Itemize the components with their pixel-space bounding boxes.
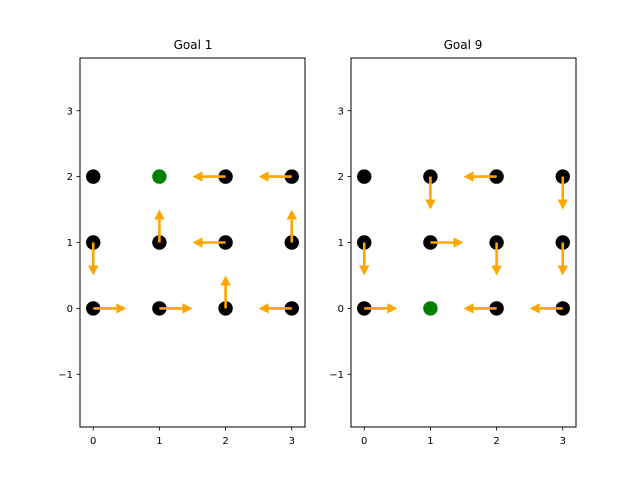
arrow-head — [425, 199, 436, 210]
arrow-head — [88, 265, 99, 276]
subplot-title: Goal 1 — [174, 38, 213, 52]
arrow-head — [491, 265, 502, 276]
plot-area — [86, 169, 299, 316]
x-tick-label: 0 — [361, 436, 367, 447]
subplot-goal-1: Goal 1 0 1 2 3 −1 0 1 2 3 — [58, 38, 306, 447]
arrow-head — [258, 303, 269, 314]
policy-arrow — [491, 242, 502, 276]
y-tick-label: 0 — [67, 304, 73, 315]
arrow-head — [192, 237, 203, 248]
arrow-head — [557, 199, 568, 210]
y-tick-label: −1 — [329, 370, 344, 381]
x-tick-label: 0 — [90, 436, 96, 447]
axis-ticks: 0 1 2 3 −1 0 1 2 3 — [329, 106, 566, 447]
arrow-head — [387, 303, 398, 314]
arrow-head — [557, 265, 568, 276]
policy-arrow — [154, 209, 165, 243]
x-tick-label: 1 — [427, 436, 433, 447]
policy-arrow — [159, 303, 193, 314]
goal-state-marker — [423, 301, 438, 316]
state-marker — [423, 235, 438, 250]
policy-arrow — [557, 242, 568, 276]
arrow-head — [192, 171, 203, 182]
arrow-head — [258, 171, 269, 182]
x-tick-label: 3 — [289, 436, 295, 447]
axis-ticks: 0 1 2 3 −1 0 1 2 3 — [58, 106, 295, 447]
y-tick-label: 2 — [338, 172, 344, 183]
policy-arrow — [258, 303, 292, 314]
policy-arrow — [93, 303, 127, 314]
x-tick-label: 2 — [222, 436, 228, 447]
x-tick-label: 3 — [560, 436, 566, 447]
arrow-head — [359, 265, 370, 276]
arrow-head — [463, 303, 474, 314]
plot-area — [357, 169, 570, 316]
x-tick-label: 1 — [156, 436, 162, 447]
arrow-head — [463, 171, 474, 182]
state-marker — [86, 169, 101, 184]
policy-arrow — [359, 242, 370, 276]
arrow-head — [529, 303, 540, 314]
policy-arrow — [192, 171, 226, 182]
policy-arrow — [463, 171, 497, 182]
policy-arrow — [425, 176, 436, 210]
policy-arrow — [192, 237, 226, 248]
arrow-head — [182, 303, 193, 314]
y-tick-label: −1 — [58, 370, 73, 381]
policy-arrow — [286, 209, 297, 243]
y-tick-label: 1 — [338, 238, 344, 249]
arrow-head — [220, 275, 231, 286]
policy-arrow — [557, 176, 568, 210]
arrow-head — [154, 209, 165, 220]
policy-arrow — [258, 171, 292, 182]
y-tick-label: 3 — [338, 106, 344, 117]
policy-arrow — [220, 275, 231, 309]
policy-arrow — [364, 303, 398, 314]
arrow-head — [116, 303, 127, 314]
y-tick-label: 0 — [338, 304, 344, 315]
subplot-goal-9: Goal 9 0 1 2 3 −1 0 1 2 3 — [329, 38, 577, 447]
policy-arrow — [88, 242, 99, 276]
y-tick-label: 3 — [67, 106, 73, 117]
x-tick-label: 2 — [493, 436, 499, 447]
policy-arrow — [463, 303, 497, 314]
policy-arrow — [529, 303, 563, 314]
arrow-head — [453, 237, 464, 248]
goal-state-marker — [152, 169, 167, 184]
policy-arrow — [430, 237, 464, 248]
y-tick-label: 2 — [67, 172, 73, 183]
state-marker — [357, 169, 372, 184]
y-tick-label: 1 — [67, 238, 73, 249]
subplot-title: Goal 9 — [444, 38, 483, 52]
arrow-head — [286, 209, 297, 220]
